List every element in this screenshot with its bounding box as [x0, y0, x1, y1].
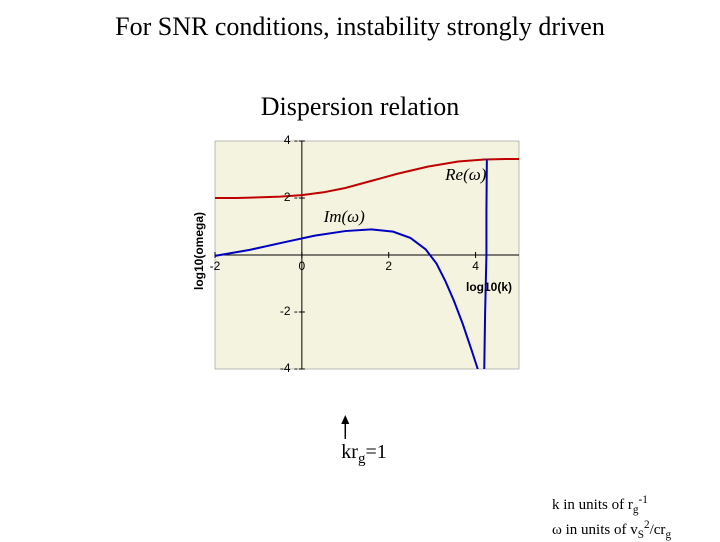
title-text: For SNR conditions, instability strongly… [115, 12, 605, 41]
x-axis-label-text: log10(k) [466, 280, 512, 294]
tick-label: -2 - [258, 304, 298, 318]
y-axis-label-text: log10(omega) [192, 212, 206, 290]
tick-label: -2 [195, 259, 235, 273]
series-label-im: Im(ω) [324, 207, 365, 227]
page-title: For SNR conditions, instability strongly… [0, 12, 720, 42]
page-subtitle: Dispersion relation [0, 92, 720, 122]
tick-label: 2 [369, 259, 409, 273]
subtitle-text: Dispersion relation [261, 92, 460, 121]
footer-line-1: k in units of rg-1 [552, 493, 671, 518]
y-axis-label: log10(omega) [192, 212, 206, 290]
footer-line-2: ω in units of vS2/crg [552, 518, 671, 542]
tick-label: 2 - [258, 190, 298, 204]
tick-label: 0 [282, 259, 322, 273]
series-label-re: Re(ω) [445, 165, 486, 185]
tick-label: -4 - [258, 361, 298, 375]
tick-label: 4 - [258, 133, 298, 147]
tick-label: 4 [456, 259, 496, 273]
x-axis-label: log10(k) [466, 280, 512, 294]
krg-annotation: krg=1 [341, 441, 386, 468]
footer-units: k in units of rg-1 ω in units of vS2/crg [552, 493, 671, 542]
